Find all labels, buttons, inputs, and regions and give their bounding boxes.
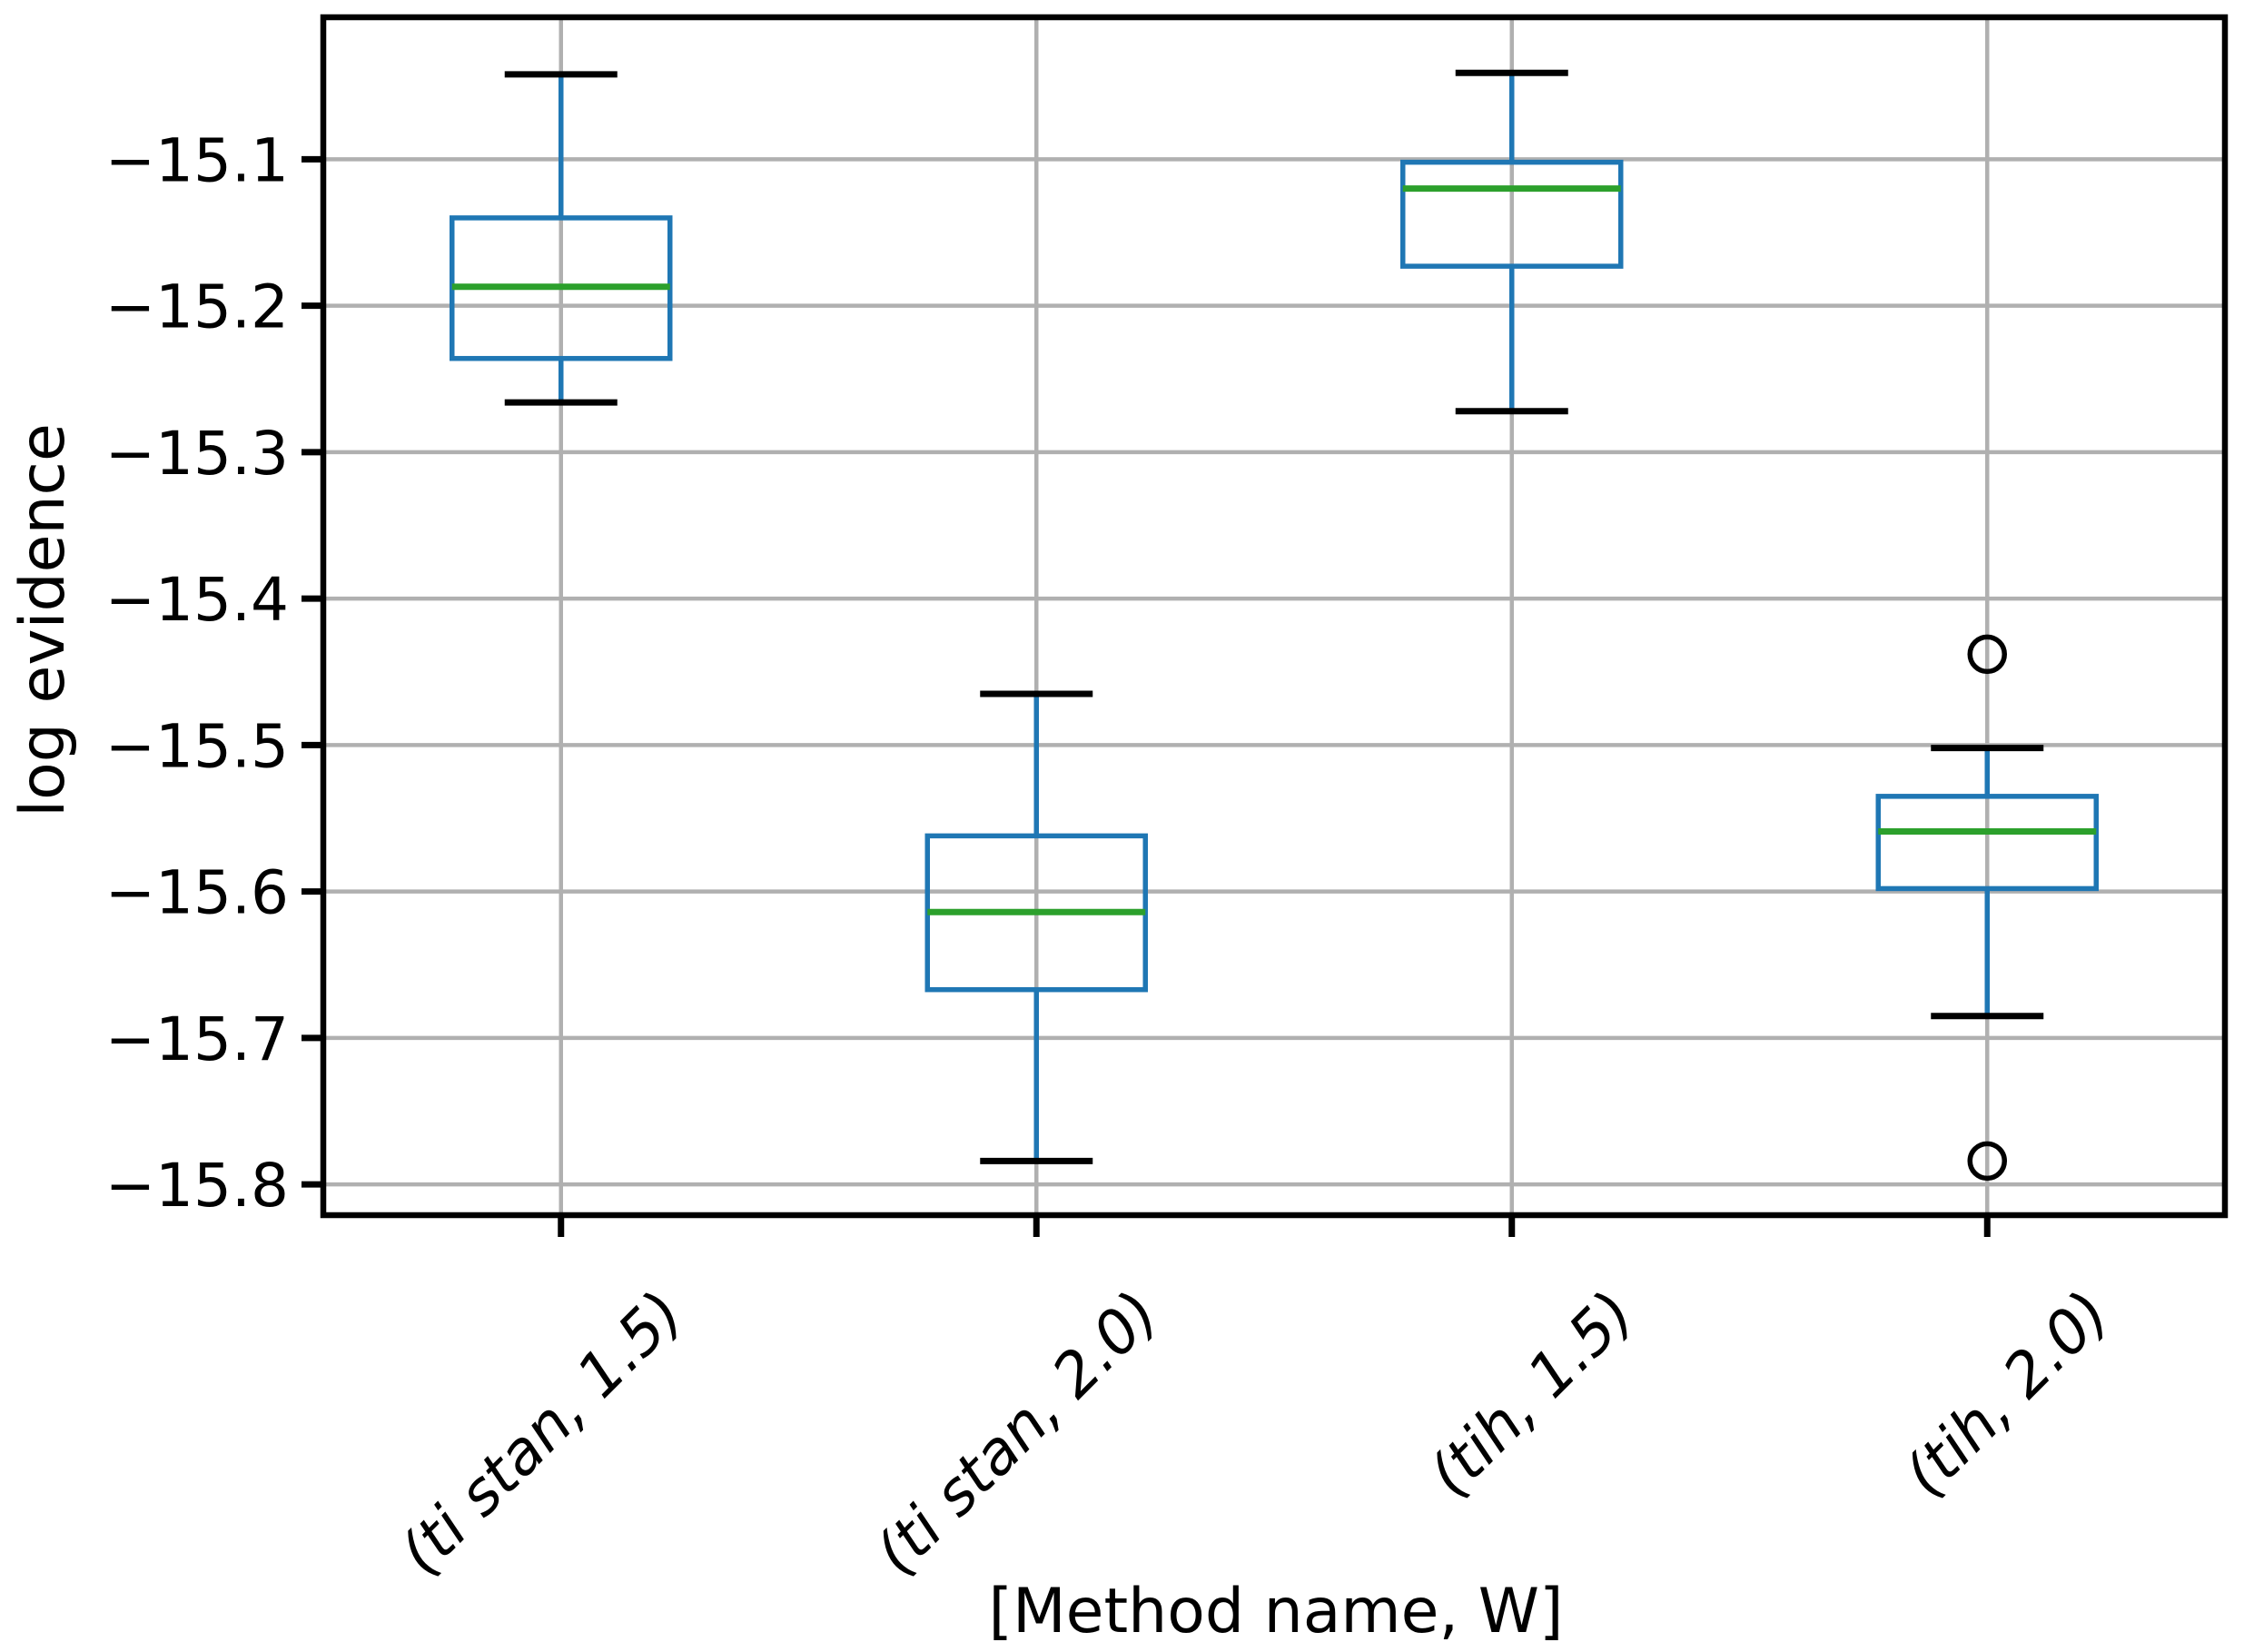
y-tick-label: −15.3	[105, 419, 289, 489]
x-tick-label: (tih, 1.5)	[1415, 1278, 1647, 1510]
x-tick-label: (tih, 2.0)	[1891, 1278, 2123, 1510]
y-tick-label: −15.1	[105, 125, 289, 195]
x-tick-label: (ti stan, 2.0)	[862, 1278, 1172, 1588]
y-tick-label: −15.2	[105, 272, 289, 342]
x-tick-label: (ti stan, 1.5)	[386, 1278, 697, 1588]
y-tick-label: −15.8	[105, 1151, 289, 1221]
iqr-box	[1400, 159, 1624, 269]
y-tick-label: −15.7	[105, 1004, 289, 1074]
iqr-box	[1875, 794, 2099, 892]
outlier-point	[1967, 1141, 2007, 1182]
axes-layer: −15.1 −15.2 −15.3 −15.4 −15.5 −15.6 −15.7 −15.8…	[105, 14, 2229, 1588]
y-tick-label: −15.5	[105, 711, 289, 781]
y-tick-label: −15.4	[105, 565, 289, 635]
box-layer	[450, 69, 2099, 1182]
plot-border	[320, 14, 2229, 1219]
y-axis-title: log evidence	[7, 423, 79, 817]
x-axis-title: [Method name, W]	[988, 1576, 1563, 1647]
grid-layer	[323, 17, 2225, 1215]
y-tick-label: −15.6	[105, 858, 289, 928]
outlier-point	[1967, 634, 2007, 675]
